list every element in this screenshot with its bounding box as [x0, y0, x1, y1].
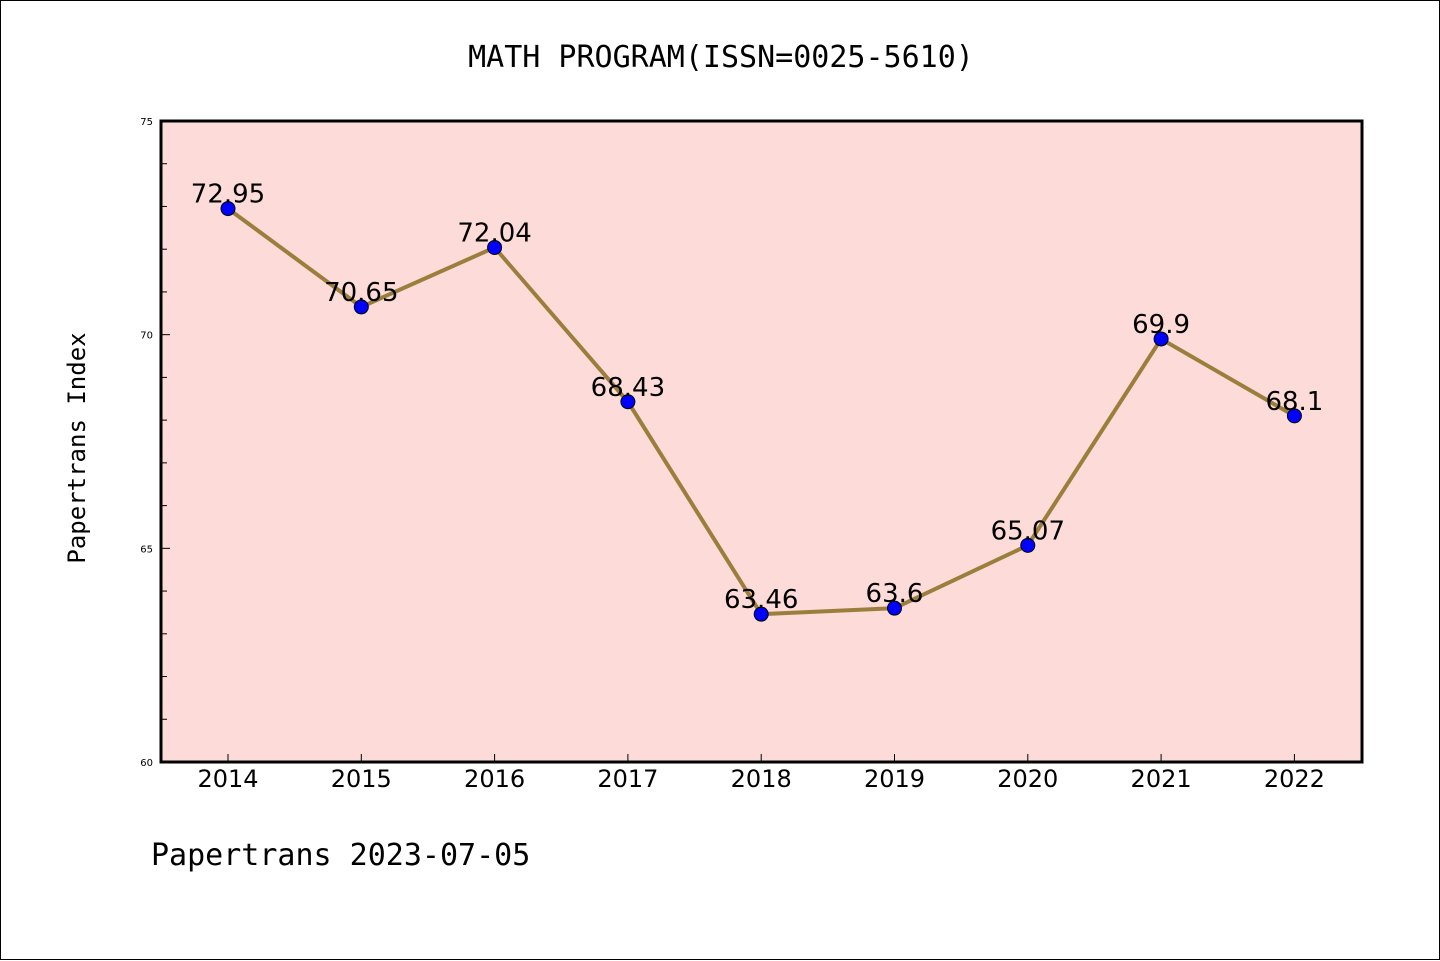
plot-area — [159, 119, 1364, 764]
y-tick-label: 60 — [140, 758, 153, 769]
footer-credit: Papertrans 2023-07-05 — [151, 838, 530, 873]
y-axis-label: Papertrans Index — [63, 332, 91, 563]
data-point — [620, 394, 636, 410]
data-point — [753, 606, 769, 622]
data-point — [1153, 331, 1169, 347]
data-label: 65.07 — [991, 516, 1065, 546]
x-tick-label: 2015 — [331, 765, 392, 793]
x-tick-label: 2017 — [597, 765, 658, 793]
data-label: 70.65 — [324, 278, 398, 308]
x-tick-label: 2016 — [464, 765, 525, 793]
x-axis: 2014 2015 2016 2017 2018 2019 2020 2021 2022 — [197, 754, 1325, 793]
x-tick-label: 2018 — [731, 765, 792, 793]
x-tick-label: 2014 — [197, 765, 258, 793]
y-tick-label: 70 — [140, 331, 153, 342]
y-tick-label: 75 — [140, 117, 153, 128]
data-label: 63.6 — [866, 579, 924, 609]
x-tick-label: 2019 — [864, 765, 925, 793]
data-point — [353, 299, 369, 315]
data-label: 72.95 — [191, 180, 265, 210]
x-tick-label: 2020 — [997, 765, 1058, 793]
y-axis: 60 65 70 75 — [140, 117, 170, 769]
data-label: 63.46 — [724, 585, 798, 615]
data-point — [220, 201, 236, 217]
data-point — [487, 239, 503, 255]
data-point — [887, 600, 902, 616]
x-tick-label: 2022 — [1264, 765, 1325, 793]
y-tick-label: 65 — [140, 544, 153, 555]
data-label: 72.04 — [457, 218, 531, 248]
x-tick-label: 2021 — [1131, 765, 1192, 793]
data-label: 68.1 — [1265, 387, 1323, 417]
chart-title: MATH PROGRAM(ISSN=0025-5610) — [468, 40, 974, 75]
series — [220, 201, 1302, 622]
data-point — [1286, 408, 1302, 424]
data-point — [1020, 537, 1036, 553]
data-label: 69.9 — [1132, 310, 1190, 340]
data-label: 68.43 — [591, 373, 665, 403]
data-labels: 72.95 70.65 72.04 68.43 63.46 63.6 65.07 69.9 68… — [191, 180, 1324, 616]
